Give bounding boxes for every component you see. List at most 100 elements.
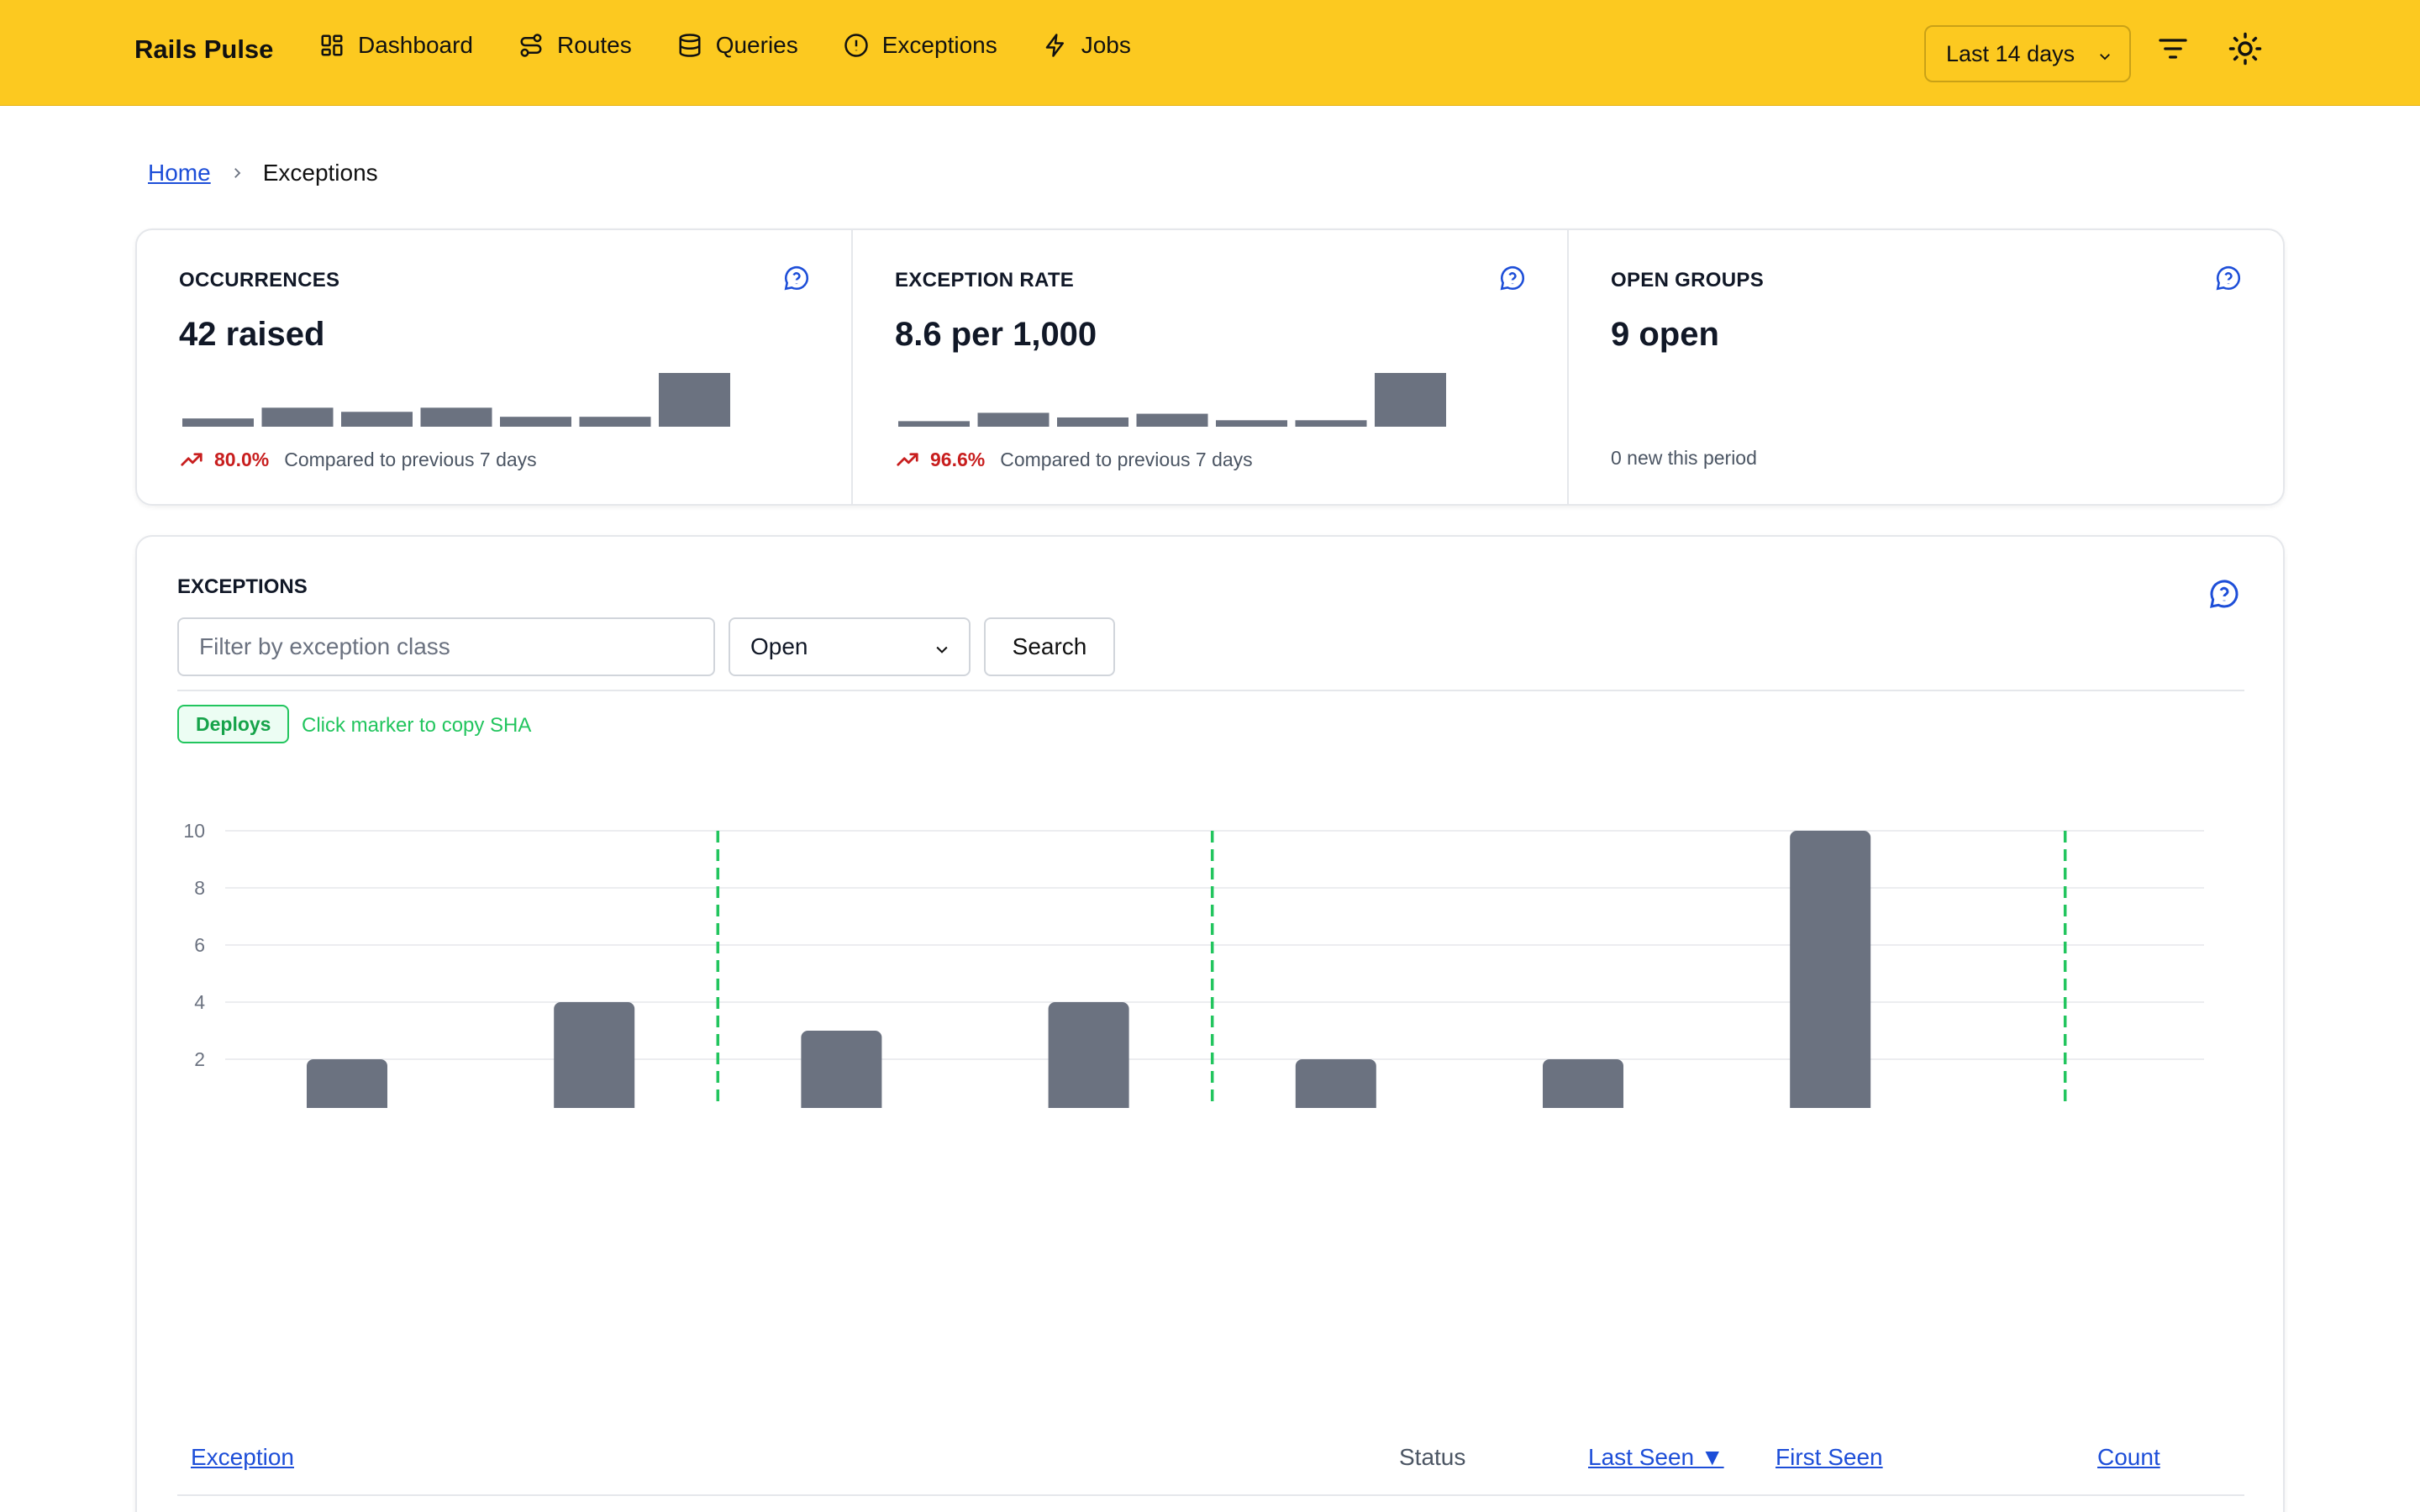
status-select[interactable]: Open [729,617,971,676]
sparkline-bar [579,417,651,427]
top-navbar: Rails Pulse Dashboard Routes Queries Exc… [0,0,2420,106]
metric-trend: 80.0% Compared to previous 7 days [179,447,537,472]
nav-routes[interactable]: Routes [518,32,632,59]
metric-value: 9 open [1611,316,1719,353]
exceptions-table-header: Exception Status Last Seen ▼ First Seen … [177,1444,2244,1496]
trend-percent: 80.0% [214,448,270,470]
trending-up-icon [897,453,918,466]
chart-bar[interactable] [1543,1059,1623,1108]
column-header-count-link[interactable]: Count [2097,1444,2160,1470]
exceptions-bar-chart: 0246810Aug 30Aug 31Sep 1Sep 2Sep 3Sep 4S… [183,820,2204,1108]
column-header-first-seen-link[interactable]: First Seen [1776,1444,1883,1470]
column-header-last-seen[interactable]: Last Seen ▼ [1588,1444,1724,1471]
trend-percent: 96.6% [930,448,986,470]
database-icon [679,34,701,57]
y-tick-label: 2 [194,1048,205,1070]
breadcrumb: Home Exceptions [148,160,378,186]
metrics-panel: OCCURRENCES 42 raised 80.0% Compared to … [135,228,2285,506]
sparkline-bar [1295,420,1367,427]
y-tick-label: 0 [194,1105,205,1108]
routes-icon [520,34,542,57]
column-header-last-seen-link[interactable]: Last Seen ▼ [1588,1444,1724,1470]
theme-toggle-button[interactable] [2227,30,2264,67]
app-title[interactable]: Rails Pulse [134,34,274,64]
alert-circle-icon [844,34,868,57]
sparkline-bar [500,417,571,427]
chevron-down-icon [2100,54,2110,60]
nav-routes-label: Routes [556,32,632,58]
nav-dashboard-label: Dashboard [358,32,473,58]
metric-exception-rate: EXCEPTION RATE 8.6 per 1,000 96.6% Compa… [851,230,1567,504]
metric-label: EXCEPTION RATE [895,269,1075,291]
main-nav: Dashboard Routes Queries Exceptions Jobs [319,32,1176,59]
y-tick-label: 10 [183,820,205,842]
metric-label: OCCURRENCES [179,269,340,291]
deploys-hint: Click marker to copy SHA [302,714,532,737]
chart-bar[interactable] [1295,1059,1376,1108]
chevron-right-icon [229,165,245,181]
breadcrumb-current: Exceptions [262,160,378,186]
sparkline-bar [420,407,492,427]
sparkline-bar [182,418,254,427]
nav-jobs[interactable]: Jobs [1043,32,1131,59]
sparkline-bar [1375,373,1446,427]
metric-value: 8.6 per 1,000 [895,316,1097,353]
metric-label: OPEN GROUPS [1611,269,1764,291]
deploys-legend-badge[interactable]: Deploys [177,705,290,743]
nav-queries[interactable]: Queries [677,32,798,59]
metric-open-groups: OPEN GROUPS 9 open 0 new this period [1567,230,2283,504]
status-select-value: Open [750,633,808,659]
metric-occurrences: OCCURRENCES 42 raised 80.0% Compared to … [137,230,851,504]
trending-up-icon [181,453,203,466]
search-button[interactable]: Search [984,617,1115,676]
help-icon[interactable] [782,264,811,292]
dashboard-icon [321,34,343,56]
trend-compare-text: Compared to previous 7 days [284,448,537,470]
card-title: EXCEPTIONS [177,575,308,598]
sparkline-bar [898,421,970,427]
sun-icon [2228,32,2262,66]
y-tick-label: 6 [194,934,205,956]
exception-class-filter-input[interactable] [177,617,715,676]
breadcrumb-home-link[interactable]: Home [148,160,211,186]
time-range-select[interactable]: Last 14 days [1924,25,2131,82]
column-header-exception-link[interactable]: Exception [191,1444,294,1470]
nav-dashboard[interactable]: Dashboard [319,32,473,59]
metric-subtitle: 0 new this period [1611,447,1757,469]
filter-icon [2159,39,2187,59]
help-icon[interactable] [2214,264,2243,292]
nav-jobs-label: Jobs [1081,32,1131,58]
metric-trend: 96.6% Compared to previous 7 days [895,447,1253,472]
divider [177,690,2244,691]
column-header-exception[interactable]: Exception [191,1444,294,1471]
y-tick-label: 8 [194,877,205,899]
sparkline-bar [1216,420,1287,427]
sparkline-occurrences [182,373,730,427]
column-header-count[interactable]: Count [2097,1444,2160,1471]
metric-value: 42 raised [179,316,325,353]
filter-button[interactable] [2154,30,2191,67]
nav-queries-label: Queries [715,32,798,58]
sparkline-bar [1057,417,1128,427]
nav-exceptions[interactable]: Exceptions [844,32,997,59]
chart-bar[interactable] [801,1031,882,1108]
sparkline-exception-rate [898,373,1446,427]
trend-compare-text: Compared to previous 7 days [1000,448,1253,470]
chart-bar[interactable] [1048,1002,1129,1108]
chart-bar[interactable] [1790,831,1871,1108]
chart-bar[interactable] [307,1059,387,1108]
column-header-status: Status [1399,1444,1466,1470]
sparkline-bar [977,412,1050,427]
chevron-down-icon [936,646,948,654]
y-tick-label: 4 [194,991,205,1013]
chart-bar[interactable] [554,1002,635,1108]
nav-exceptions-label: Exceptions [881,32,997,58]
help-icon[interactable] [2207,577,2241,611]
exceptions-card: EXCEPTIONS Open Search Deploys Click mar… [135,535,2285,1512]
sparkline-bar [659,373,730,427]
time-range-value: Last 14 days [1946,40,2075,66]
sparkline-bar [261,407,334,427]
help-icon[interactable] [1498,264,1527,292]
sparkline-bar [1136,413,1208,427]
column-header-first-seen[interactable]: First Seen [1776,1444,1883,1471]
